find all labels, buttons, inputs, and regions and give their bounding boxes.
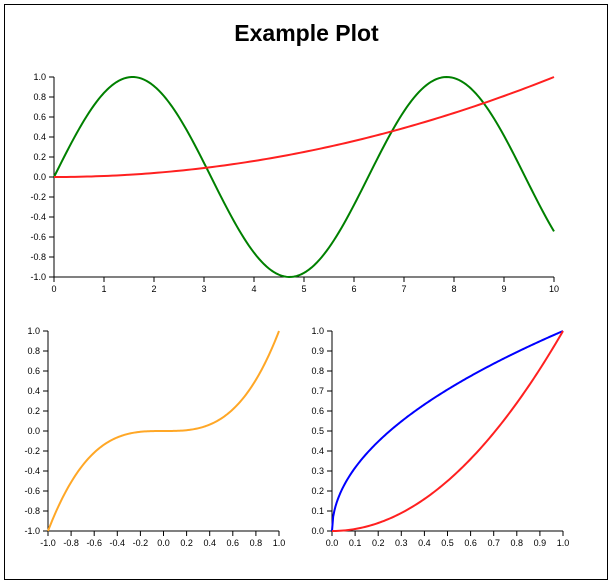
x-tick-label: 0.8	[250, 538, 263, 548]
y-tick-label: -0.6	[30, 232, 46, 242]
x-tick-label: 9	[501, 284, 506, 294]
y-tick-label: 0.5	[311, 426, 324, 436]
x-tick-label: 2	[151, 284, 156, 294]
y-tick-label: 0.7	[311, 386, 324, 396]
series-line	[331, 330, 564, 532]
x-tick-label: 0.8	[511, 538, 524, 548]
x-tick-label: 0.4	[203, 538, 216, 548]
y-tick-label: 0.1	[311, 506, 324, 516]
x-tick-label: -0.2	[133, 538, 149, 548]
y-tick-label: -1.0	[24, 526, 40, 536]
y-tick-label: 0.2	[33, 152, 46, 162]
y-tick-label: 0.8	[27, 346, 40, 356]
y-tick-label: 1.0	[27, 326, 40, 336]
y-tick-label: -0.2	[24, 446, 40, 456]
x-tick-label: -1.0	[40, 538, 56, 548]
x-tick-label: 8	[451, 284, 456, 294]
x-tick-label: 4	[251, 284, 256, 294]
x-tick-label: -0.8	[63, 538, 79, 548]
y-tick-label: 0.8	[311, 366, 324, 376]
y-tick-label: 0.4	[33, 132, 46, 142]
x-tick-label: 3	[201, 284, 206, 294]
y-tick-label: 0.8	[33, 92, 46, 102]
y-tick-label: 0.2	[311, 486, 324, 496]
y-tick-label: 0.4	[311, 446, 324, 456]
x-tick-label: 0.4	[418, 538, 431, 548]
y-tick-label: 0.3	[311, 466, 324, 476]
x-tick-label: 0	[51, 284, 56, 294]
y-tick-label: 0.6	[311, 406, 324, 416]
y-tick-label: 0.0	[311, 526, 324, 536]
series-line	[53, 76, 555, 278]
x-tick-label: 5	[301, 284, 306, 294]
y-tick-label: -0.8	[30, 252, 46, 262]
y-tick-label: 0.6	[33, 112, 46, 122]
series-line	[331, 330, 564, 532]
x-tick-label: 0.5	[441, 538, 454, 548]
y-tick-label: -0.4	[24, 466, 40, 476]
y-tick-label: -0.2	[30, 192, 46, 202]
figure-frame	[4, 4, 608, 580]
x-tick-label: 10	[549, 284, 559, 294]
y-tick-label: 0.6	[27, 366, 40, 376]
y-tick-label: 1.0	[33, 72, 46, 82]
x-tick-label: 1.0	[557, 538, 570, 548]
x-tick-label: 1	[101, 284, 106, 294]
series-line	[53, 76, 555, 178]
x-tick-label: 0.6	[464, 538, 477, 548]
y-tick-label: -1.0	[30, 272, 46, 282]
x-tick-label: 6	[351, 284, 356, 294]
y-tick-label: 0.0	[33, 172, 46, 182]
y-tick-label: 1.0	[311, 326, 324, 336]
x-tick-label: 0.6	[227, 538, 240, 548]
x-tick-label: 0.9	[534, 538, 547, 548]
x-tick-label: 1.0	[273, 538, 286, 548]
x-tick-label: 0.0	[326, 538, 339, 548]
y-tick-label: 0.9	[311, 346, 324, 356]
x-tick-label: -0.4	[110, 538, 126, 548]
x-tick-label: -0.6	[86, 538, 102, 548]
figure-title: Example Plot	[234, 20, 379, 46]
x-tick-label: 0.0	[157, 538, 170, 548]
y-tick-label: 0.0	[27, 426, 40, 436]
y-tick-label: -0.4	[30, 212, 46, 222]
x-tick-label: 0.7	[487, 538, 500, 548]
x-tick-label: 0.2	[372, 538, 385, 548]
y-tick-label: 0.4	[27, 386, 40, 396]
y-tick-label: -0.8	[24, 506, 40, 516]
x-tick-label: 0.1	[349, 538, 362, 548]
x-tick-label: 0.3	[395, 538, 408, 548]
y-tick-label: -0.6	[24, 486, 40, 496]
series-line	[47, 330, 280, 532]
y-tick-label: 0.2	[27, 406, 40, 416]
x-tick-label: 0.2	[180, 538, 193, 548]
x-tick-label: 7	[401, 284, 406, 294]
